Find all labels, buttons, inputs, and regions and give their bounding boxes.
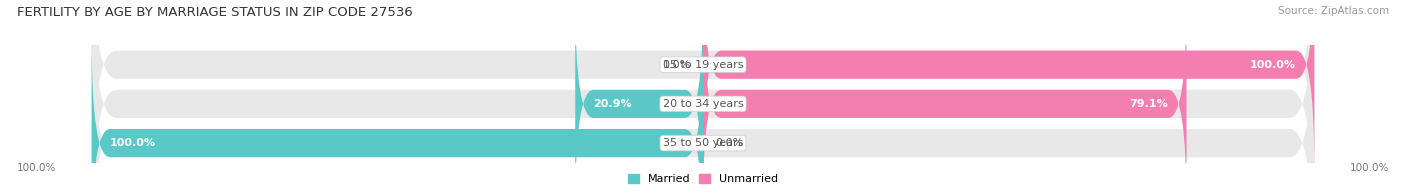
Text: 0.0%: 0.0%	[716, 138, 744, 148]
Text: 15 to 19 years: 15 to 19 years	[662, 60, 744, 70]
Text: FERTILITY BY AGE BY MARRIAGE STATUS IN ZIP CODE 27536: FERTILITY BY AGE BY MARRIAGE STATUS IN Z…	[17, 6, 412, 19]
Text: 20.9%: 20.9%	[593, 99, 633, 109]
Text: 0.0%: 0.0%	[662, 60, 690, 70]
Text: 100.0%: 100.0%	[1250, 60, 1296, 70]
Text: 100.0%: 100.0%	[17, 163, 56, 173]
Text: 35 to 50 years: 35 to 50 years	[662, 138, 744, 148]
Text: Source: ZipAtlas.com: Source: ZipAtlas.com	[1278, 6, 1389, 16]
FancyBboxPatch shape	[91, 0, 1315, 196]
FancyBboxPatch shape	[91, 0, 1315, 196]
Text: 20 to 34 years: 20 to 34 years	[662, 99, 744, 109]
FancyBboxPatch shape	[575, 0, 703, 196]
FancyBboxPatch shape	[703, 0, 1315, 168]
Text: 100.0%: 100.0%	[110, 138, 156, 148]
FancyBboxPatch shape	[703, 0, 1187, 196]
FancyBboxPatch shape	[91, 40, 703, 196]
Text: 79.1%: 79.1%	[1129, 99, 1168, 109]
Legend: Married, Unmarried: Married, Unmarried	[627, 174, 779, 184]
Text: 100.0%: 100.0%	[1350, 163, 1389, 173]
FancyBboxPatch shape	[91, 0, 1315, 196]
